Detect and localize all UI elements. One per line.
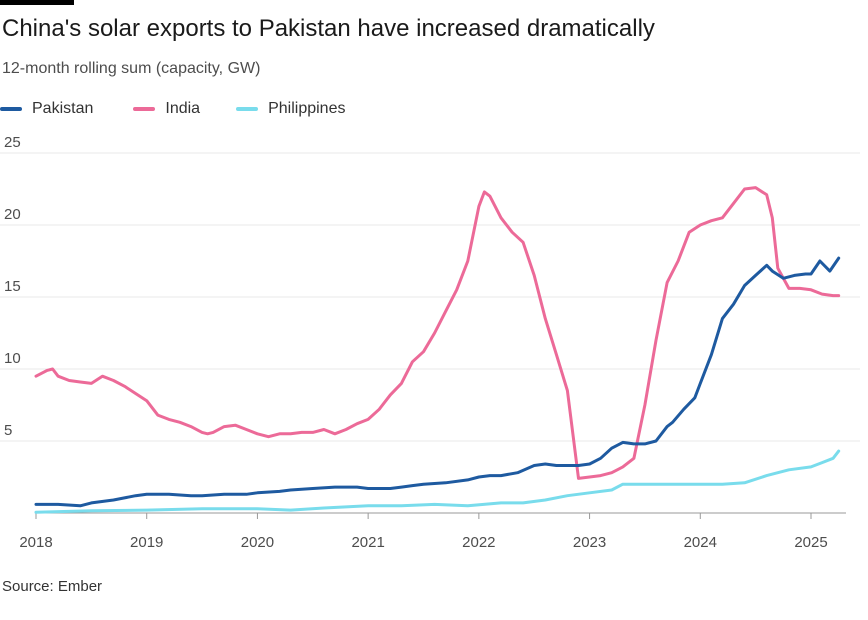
x-tick-label-2024: 2024 bbox=[684, 534, 717, 551]
legend-swatch-india bbox=[133, 107, 156, 111]
y-tick-label-20: 20 bbox=[4, 206, 21, 223]
brand-bar bbox=[0, 0, 74, 5]
y-tick-label-15: 15 bbox=[4, 278, 21, 295]
x-tick-label-2025: 2025 bbox=[794, 534, 827, 551]
series-line-pakistan bbox=[34, 256, 841, 508]
x-tick-label-2021: 2021 bbox=[351, 534, 384, 551]
gridlines bbox=[0, 152, 860, 442]
legend-label-india: India bbox=[165, 100, 201, 117]
legend-item-india: India bbox=[133, 100, 200, 118]
chart-title: China's solar exports to Pakistan have i… bbox=[2, 15, 655, 42]
y-axis-ticks: 5 10 15 20 25 bbox=[4, 134, 21, 439]
legend-label-pakistan: Pakistan bbox=[32, 100, 94, 117]
legend-item-pakistan: Pakistan bbox=[0, 100, 93, 118]
y-tick-label-10: 10 bbox=[4, 350, 21, 367]
legend-item-philippines: Philippines bbox=[236, 100, 345, 118]
series-line-philippines bbox=[34, 449, 841, 514]
y-tick-label-25: 25 bbox=[4, 134, 21, 151]
x-tick-label-2018: 2018 bbox=[19, 534, 52, 551]
x-tick-label-2023: 2023 bbox=[573, 534, 606, 551]
legend: Pakistan India Philippines bbox=[0, 98, 375, 120]
x-tick-label-2019: 2019 bbox=[130, 534, 163, 551]
series-line-india bbox=[34, 186, 841, 480]
x-axis: 2018 2019 2020 2021 2022 2023 2024 2025 bbox=[19, 512, 846, 551]
series-lines bbox=[34, 186, 841, 514]
legend-swatch-pakistan bbox=[0, 107, 22, 111]
y-tick-label-5: 5 bbox=[4, 422, 12, 439]
legend-swatch-philippines bbox=[236, 107, 259, 111]
x-tick-label-2022: 2022 bbox=[462, 534, 495, 551]
x-tick-label-2020: 2020 bbox=[241, 534, 274, 551]
chart-subtitle: 12-month rolling sum (capacity, GW) bbox=[2, 60, 261, 77]
source-note: Source: Ember bbox=[2, 578, 103, 595]
legend-label-philippines: Philippines bbox=[268, 100, 346, 117]
